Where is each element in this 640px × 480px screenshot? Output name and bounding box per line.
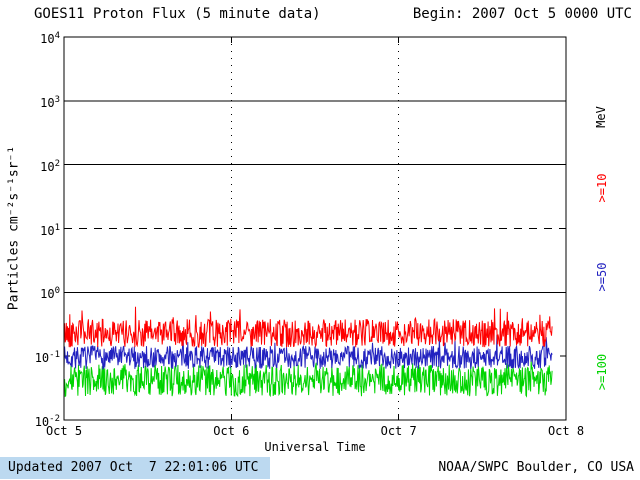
legend-ge50-label: >=50 — [595, 262, 609, 292]
data-source: NOAA/SWPC Boulder, CO USA — [438, 460, 634, 475]
y-tick-label: 101 — [40, 222, 60, 238]
x-tick-label: Oct 7 — [380, 424, 417, 438]
y-tick-label: 100 — [40, 286, 60, 302]
begin-timestamp: Begin: 2007 Oct 5 0000 UTC — [412, 6, 632, 22]
x-axis-label: Universal Time — [264, 440, 366, 454]
legend-ge100-label: >=100 — [595, 353, 609, 391]
legend-mev-label: MeV — [594, 106, 608, 128]
chart-title: GOES11 Proton Flux (5 minute data) — [34, 6, 321, 22]
x-tick-label: Oct 5 — [45, 424, 83, 438]
plot-frame — [63, 36, 567, 421]
y-tick-label: 104 — [40, 31, 60, 46]
legend-ge10-label: >=10 — [595, 173, 609, 203]
y-tick-label: 10-2 — [34, 414, 60, 429]
y-tick-label: 102 — [40, 158, 60, 174]
series-ge100-line — [63, 360, 553, 398]
y-tick-label: 103 — [40, 94, 60, 110]
x-tick-label: Oct 6 — [213, 424, 250, 438]
y-tick-label: 10-1 — [34, 350, 60, 366]
updated-timestamp: Updated 2007 Oct 7 22:01:06 UTC — [0, 457, 271, 479]
series-ge50-line — [63, 334, 553, 370]
x-tick-label: Oct 8 — [547, 424, 585, 438]
series-ge10-line — [63, 306, 553, 348]
